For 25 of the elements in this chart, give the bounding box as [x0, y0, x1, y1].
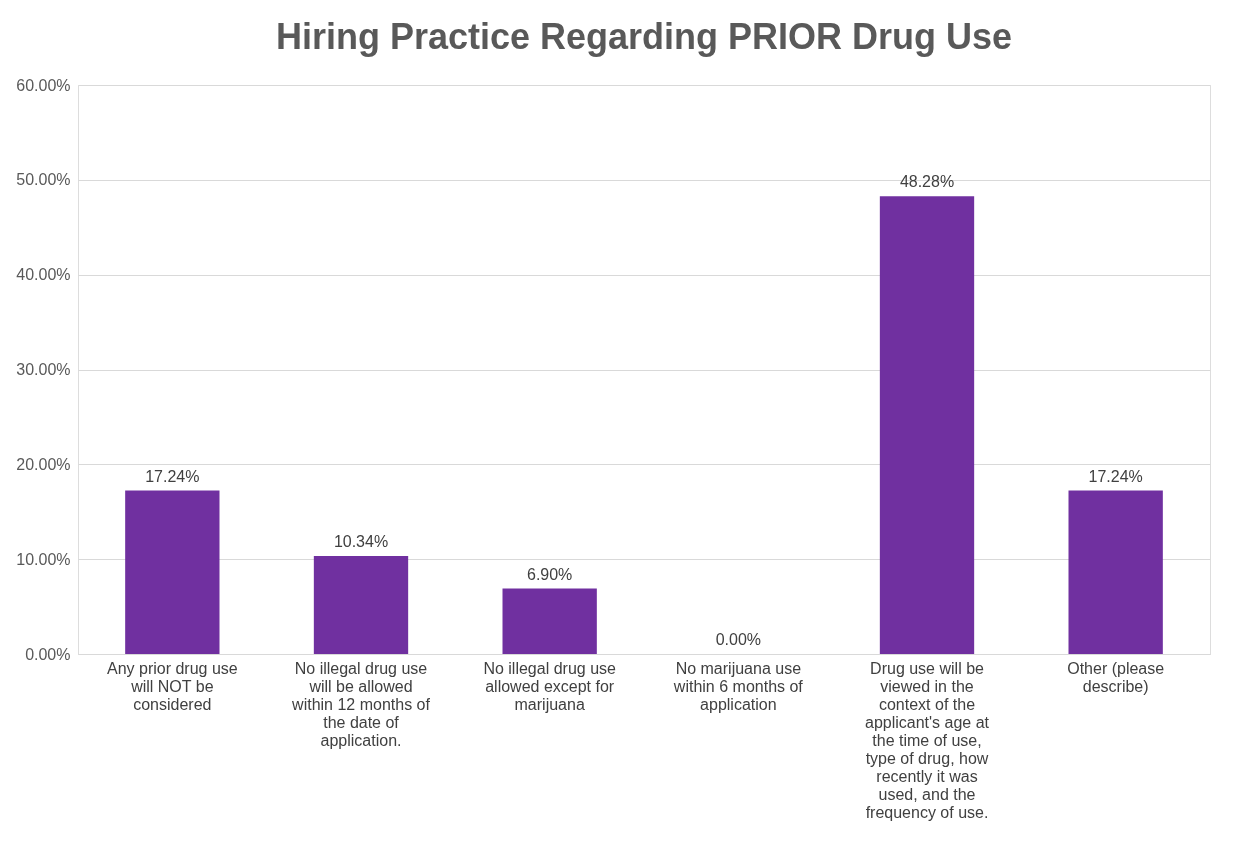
y-tick-label: 50.00%: [16, 171, 71, 189]
y-tick-label: 0.00%: [25, 645, 71, 663]
y-tick-label: 60.00%: [16, 76, 71, 94]
bar: [313, 555, 409, 654]
y-tick-label: 40.00%: [16, 266, 71, 284]
bar: [879, 196, 975, 654]
data-label: 10.34%: [333, 532, 389, 550]
y-tick-label: 10.00%: [16, 550, 71, 568]
y-tick-label: 30.00%: [16, 361, 71, 378]
bar: [502, 588, 597, 654]
data-label: 48.28%: [899, 173, 955, 191]
x-tick-label: No illegal drug use allowed except for marijuana: [483, 659, 617, 713]
y-tick-label: 20.00%: [16, 455, 71, 473]
data-label: 6.90%: [526, 565, 573, 583]
x-tick-label: No marijuana use within 6 months of application: [672, 659, 804, 713]
chart-title: Hiring Practice Regarding PRIOR Drug Use: [275, 16, 1013, 57]
category-label: Drug use will be viewed in the context of the applicant's age at the time of use, type of drug, how recently it was used, and the frequency of use.: [864, 659, 990, 821]
data-label: 17.24%: [1088, 467, 1143, 485]
x-tick-label: Other (please describe): [1067, 659, 1165, 695]
x-tick-label: No illegal drug use will be allowed within 12 months of the date of application.: [291, 659, 431, 749]
x-tick-label: Any prior drug use will NOT be considered: [106, 659, 238, 713]
data-label: 0.00%: [715, 631, 762, 648]
bar: [125, 490, 220, 654]
data-label: 17.24%: [145, 467, 200, 485]
bar: [1068, 490, 1163, 654]
